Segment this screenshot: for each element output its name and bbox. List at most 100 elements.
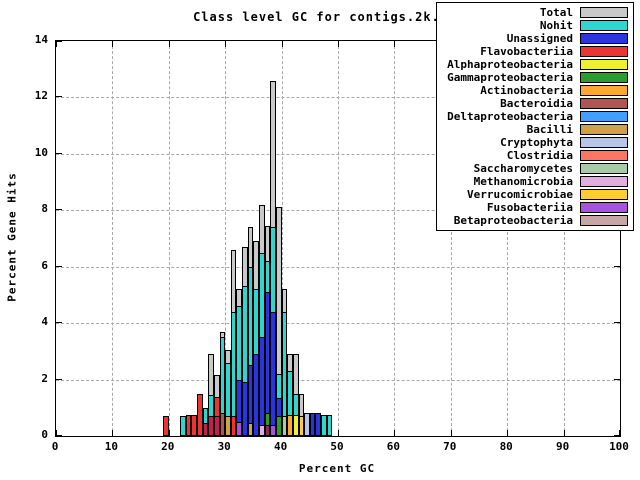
legend-label-bacilli: Bacilli (526, 123, 573, 136)
legend-swatch-betaproteobacteria (580, 215, 628, 226)
legend-label-actinobacteria: Actinobacteria (480, 84, 573, 97)
legend-label-saccharomycetes: Saccharomycetes (473, 162, 573, 175)
legend-swatch-flavobacteriia (580, 46, 628, 57)
x-axis-label: Percent GC (298, 462, 376, 475)
x-tick-label-40: 40 (273, 440, 288, 453)
legend-label-flavobacteriia: Flavobacteriia (480, 45, 573, 58)
bar-gc-46-unassigned (315, 413, 322, 436)
x-tick-label-80: 80 (499, 440, 513, 453)
legend-row-actinobacteria: Actinobacteria (447, 84, 628, 97)
legend-row-alphaproteobacteria: Alphaproteobacteria (447, 58, 628, 71)
x-tick-label-60: 60 (386, 440, 401, 453)
legend-swatch-gammaproteobacteria (580, 72, 628, 83)
x-tickmark-top-30 (225, 41, 227, 47)
legend-swatch-nohit (580, 20, 628, 31)
bar-gc-32-fusobacteriia (236, 421, 243, 436)
legend-label-methanomicrobia: Methanomicrobia (473, 175, 573, 188)
legend-row-deltaproteobacteria: Deltaproteobacteria (447, 110, 628, 123)
y-tickmark-14 (56, 41, 62, 42)
x-tickmark-top-10 (112, 41, 114, 47)
legend-swatch-alphaproteobacteria (580, 59, 628, 70)
legend-swatch-methanomicrobia (580, 176, 628, 187)
x-tickmark-70 (450, 430, 452, 436)
legend-label-betaproteobacteria: Betaproteobacteria (453, 214, 573, 227)
gridline-x-90 (563, 41, 565, 436)
legend-box: Total Nohit Unassigned Flavobacteriia Alphap… (436, 2, 634, 231)
bar-gc-25-flavobacteriia (197, 393, 203, 436)
bar-gc-44-cryptophyta (304, 413, 310, 436)
bar-gc-40-saccharomycetes (281, 416, 288, 436)
legend-swatch-fusobacteriia (580, 202, 628, 213)
bar-gc-38-fusobacteriia (270, 424, 276, 436)
legend-label-cryptophyta: Cryptophyta (500, 136, 573, 149)
x-tickmark-top-0 (56, 41, 57, 47)
bar-gc-43-verrucomicrobiae (298, 416, 305, 436)
bar-gc-41-actinobacteria (287, 414, 293, 436)
y-tickmark-right-4 (614, 322, 620, 324)
y-tickmark-2 (56, 378, 62, 380)
y-tickmark-10 (56, 152, 62, 154)
bar-gc-31-flavobacteriia (230, 416, 237, 436)
legend-row-bacteroidia: Bacteroidia (447, 97, 628, 110)
bar-gc-36-methanomicrobia (259, 424, 265, 436)
x-tickmark-10 (112, 430, 114, 436)
bar-gc-39-gammaproteobacteria (275, 416, 282, 436)
legend-label-deltaproteobacteria: Deltaproteobacteria (447, 110, 573, 123)
x-tick-label-100: 100 (609, 440, 629, 453)
y-tick-label-10: 10 (34, 145, 48, 159)
legend-label-nohit: Nohit (539, 19, 573, 32)
x-tick-label-20: 20 (161, 440, 175, 453)
x-tickmark-top-40 (281, 41, 283, 47)
bar-gc-29-bacteroidia (219, 413, 226, 436)
y-axis-label: Percent Gene Hits (5, 172, 19, 302)
x-tickmark-100 (619, 430, 620, 436)
legend-label-bacteroidia: Bacteroidia (500, 97, 573, 110)
x-tickmark-0 (56, 430, 57, 436)
y-tickmark-6 (56, 265, 62, 267)
x-tickmark-top-50 (338, 41, 339, 47)
gridline-x-40 (281, 41, 283, 436)
gridline-x-60 (394, 41, 396, 436)
bar-gc-26-bacteroidia (202, 423, 209, 436)
x-tick-label-0: 0 (51, 440, 59, 453)
y-tickmark-right-6 (614, 265, 620, 267)
bar-gc-47-nohit (321, 414, 327, 436)
x-tickmark-90 (563, 430, 565, 436)
x-tickmark-20 (168, 430, 170, 436)
legend-row-bacilli: Bacilli (447, 123, 628, 136)
legend-row-cryptophyta: Cryptophyta (447, 136, 628, 149)
gridline-x-20 (168, 41, 170, 436)
y-tick-label-14: 14 (34, 33, 48, 46)
legend-label-fusobacteriia: Fusobacteriia (486, 201, 573, 214)
x-tick-label-30: 30 (217, 440, 231, 453)
legend-label-alphaproteobacteria: Alphaproteobacteria (447, 58, 573, 71)
legend-row-unassigned: Unassigned (447, 32, 628, 45)
x-tick-label-90: 90 (555, 440, 570, 453)
bar-gc-22-nohit (180, 416, 186, 436)
legend-row-betaproteobacteria: Betaproteobacteria (447, 214, 628, 227)
x-tickmark-80 (507, 430, 509, 436)
gridline-x-10 (112, 41, 114, 436)
y-tick-label-0: 0 (41, 428, 48, 441)
y-tickmark-right-0 (614, 435, 620, 436)
y-tickmark-12 (56, 96, 62, 98)
legend-row-flavobacteriia: Flavobacteriia (447, 45, 628, 58)
legend-swatch-verrucomicrobiae (580, 189, 628, 200)
y-tickmark-4 (56, 322, 62, 324)
bar-gc-33-unassigned (242, 382, 248, 436)
x-tickmark-60 (394, 430, 396, 436)
legend-row-verrucomicrobiae: Verrucomicrobiae (447, 188, 628, 201)
bar-gc-42-alphaproteobacteria (292, 414, 299, 436)
legend-row-fusobacteriia: Fusobacteriia (447, 201, 628, 214)
x-tickmark-top-20 (168, 41, 170, 47)
bar-gc-24-flavobacteriia (191, 414, 197, 436)
bar-gc-27-bacteroidia (208, 416, 214, 436)
x-tick-label-50: 50 (330, 440, 344, 453)
legend-swatch-bacilli (580, 124, 628, 135)
legend-swatch-deltaproteobacteria (580, 111, 628, 122)
legend-label-gammaproteobacteria: Gammaproteobacteria (447, 71, 573, 84)
gridline-x-70 (450, 41, 452, 436)
chart-title: Class level GC for contigs.2k.fasta (193, 10, 481, 24)
legend-swatch-clostridia (580, 150, 628, 161)
